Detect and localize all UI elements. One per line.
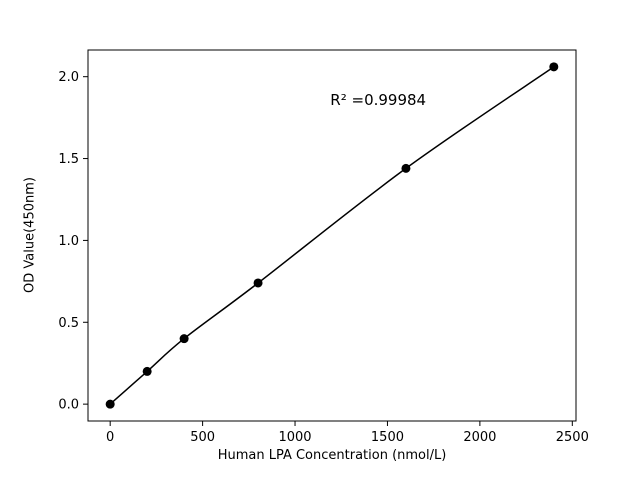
y-tick-label: 1.0 [58,234,79,249]
data-point-marker [179,334,189,344]
data-point-marker [549,62,559,72]
data-point-marker [142,366,152,376]
x-tick-label: 500 [190,430,215,445]
y-axis-label: OD Value(450nm) [22,177,38,293]
axes-spines [87,49,577,422]
y-tick-label: 2.0 [58,70,79,85]
x-tick-label: 2000 [463,430,496,445]
x-tick-label: 1500 [371,430,404,445]
y-tick-label: 0.0 [58,398,79,413]
data-point-marker [105,399,115,409]
y-tick-label: 0.5 [58,316,79,331]
x-tick-label: 1000 [278,430,311,445]
data-point-marker [401,163,411,173]
fit-curve [109,66,555,405]
data-point-marker [253,278,263,288]
r-squared-annotation: R² =0.99984 [330,90,427,109]
x-tick-label: 0 [106,430,114,445]
x-axis-label: Human LPA Concentration (nmol/L) [217,448,447,463]
x-tick-label: 2500 [556,430,589,445]
y-tick-label: 1.5 [58,152,79,167]
